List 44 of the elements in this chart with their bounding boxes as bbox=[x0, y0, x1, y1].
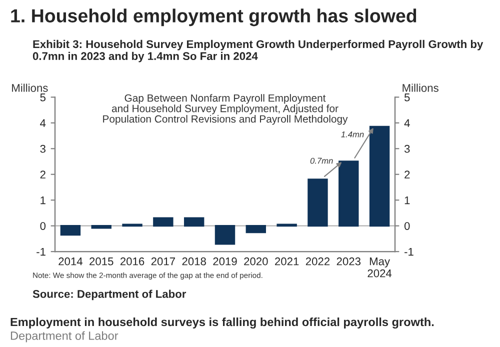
x-tick-label: 2015 bbox=[90, 257, 114, 266]
y-tick-label: -1 bbox=[36, 248, 46, 256]
x-tick-label: 2017 bbox=[151, 257, 175, 266]
y2-tick-label: 3 bbox=[404, 144, 410, 153]
bar bbox=[60, 225, 81, 236]
x-tick-label: 2014 bbox=[58, 257, 82, 266]
bar bbox=[338, 160, 359, 227]
y-tick-label: 4 bbox=[40, 119, 46, 127]
y2-tick-label: 2 bbox=[404, 170, 410, 178]
chart-subtitle: Exhibit 3: Household Survey Employment Growth Underperformed Payroll Growth by 0.7mn in 2023 and by 1.4mn So Far in 2024 bbox=[32, 40, 484, 62]
annotation: 0.7mn bbox=[310, 158, 333, 164]
y-axis-title: Millions bbox=[12, 84, 48, 92]
bar bbox=[369, 126, 390, 227]
x-tick-label: 2019 bbox=[213, 257, 237, 266]
y-tick-label: 3 bbox=[40, 144, 46, 153]
y2-tick-label: 5 bbox=[404, 94, 410, 102]
x-tick-label: 2022 bbox=[306, 257, 330, 266]
y-tick-label: 0 bbox=[40, 222, 46, 230]
text: Employment in household surveys is falling behind official payrolls growth. bbox=[10, 318, 434, 329]
text: Department of Labor bbox=[10, 331, 118, 342]
bar bbox=[153, 217, 174, 227]
bar bbox=[308, 178, 328, 227]
bar bbox=[246, 225, 266, 234]
bar bbox=[184, 217, 204, 227]
chart-title: 1. Household employment growth has slowed bbox=[11, 8, 416, 26]
bar bbox=[91, 225, 112, 229]
y2-tick-label: 0 bbox=[404, 222, 410, 230]
y2-tick-label: 4 bbox=[404, 119, 410, 127]
y2-tick-label: -1 bbox=[404, 248, 414, 256]
y-tick-label: 1 bbox=[40, 196, 46, 204]
x-tick-label: 2016 bbox=[120, 257, 144, 266]
y-tick-label: 2 bbox=[40, 170, 46, 178]
annotation: 1.4mn bbox=[341, 132, 364, 138]
x-tick-label: 2023 bbox=[336, 257, 361, 266]
bar bbox=[214, 225, 236, 245]
y-tick-label: 5 bbox=[40, 94, 46, 102]
x-tick-label: May 2024 bbox=[368, 258, 392, 278]
annotation: Gap Between Nonfarm Payroll Employment and Household Survey Employment, Adjusted for Population Control Revisions and Payroll Methdology bbox=[103, 94, 348, 125]
x-tick-label: 2018 bbox=[182, 257, 206, 266]
y2-axis-title: Millions bbox=[402, 84, 438, 92]
x-tick-label: 2020 bbox=[244, 257, 268, 266]
source-note: Source: Department of Labor bbox=[32, 290, 186, 300]
y2-tick-label: 1 bbox=[404, 196, 410, 204]
x-tick-label: 2021 bbox=[275, 257, 299, 266]
